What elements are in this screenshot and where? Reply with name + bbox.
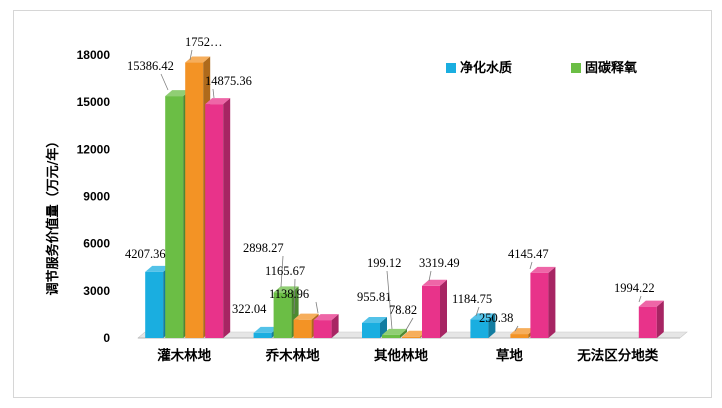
legend-label: 固碳释氧 (585, 60, 637, 76)
bar-2-3 (422, 285, 440, 338)
bar-top-4-3 (638, 300, 664, 307)
label-leader (514, 325, 519, 332)
bar-side-2-3 (440, 279, 447, 338)
bar-3-3 (530, 272, 549, 338)
data-label-1-2: 1165.67 (265, 264, 305, 278)
data-label-1-1: 2898.27 (243, 241, 284, 255)
y-tick-label: 0 (103, 331, 110, 345)
y-tick-label: 18000 (77, 48, 111, 62)
x-category-label: 无法区分地类 (576, 347, 658, 364)
bar-top-0-1 (165, 90, 191, 97)
legend-label: 净化水质 (460, 60, 512, 76)
data-label-0-3: 14875.36 (205, 74, 252, 88)
bar-side-4-3 (656, 300, 664, 338)
label-leader (475, 306, 480, 317)
bar-1-1 (273, 292, 292, 338)
bar-top-2-3 (422, 279, 447, 286)
data-label-1-0: 322.04 (232, 302, 267, 316)
bar-top-3-2 (510, 328, 536, 335)
bar-0-0 (145, 271, 164, 338)
bar-side-1-3 (331, 314, 339, 338)
bar-top-1-0 (253, 326, 279, 333)
data-label-1-3: 1138.96 (269, 287, 309, 301)
bar-top-2-1 (382, 328, 407, 335)
label-leader (638, 295, 642, 303)
bar-top-3-3 (530, 266, 556, 273)
bar-1-3 (313, 320, 332, 338)
data-label-3-2: 250.38 (479, 311, 513, 325)
x-category-label: 乔木林地 (265, 347, 320, 364)
y-tick-label: 6000 (83, 237, 110, 251)
data-label-4-3: 1994.22 (614, 281, 655, 295)
bar-3-2 (510, 334, 529, 338)
bar-2-0 (362, 322, 380, 338)
data-label-2-0: 955.81 (357, 290, 391, 304)
bar-top-0-0 (145, 265, 171, 272)
label-leader (428, 270, 432, 282)
bar-top-2-2 (402, 330, 427, 337)
label-leader (315, 301, 319, 314)
label-leader (386, 270, 393, 330)
y-tick-label: 9000 (83, 190, 110, 204)
data-label-3-3: 4145.47 (508, 247, 549, 261)
legend-swatch (571, 63, 581, 73)
data-label-2-1: 199.12 (367, 256, 401, 270)
label-leader (405, 317, 414, 331)
bar-side-2-1 (400, 328, 407, 338)
label-leader (280, 255, 284, 288)
label-leader (529, 261, 533, 270)
bar-top-1-2 (293, 313, 319, 320)
label-leader (160, 73, 169, 91)
bar-top-1-1 (273, 286, 299, 293)
bar-4-3 (638, 306, 657, 338)
label-leader (189, 49, 193, 61)
x-category-label: 其他林地 (374, 347, 428, 364)
label-leader (212, 88, 215, 99)
y-tick-label: 12000 (77, 142, 111, 156)
y-tick-label: 15000 (77, 95, 111, 109)
y-axis-title: 调节服务价值量（万元/年） (45, 135, 61, 296)
data-label-0-1: 15386.42 (127, 59, 174, 73)
data-label-0-2: 1752… (185, 35, 223, 49)
bar-0-1 (165, 96, 184, 339)
data-label-3-0: 1184.75 (452, 292, 492, 306)
bar-2-1 (382, 334, 400, 338)
bar-3-0 (470, 319, 489, 338)
x-category-label: 草地 (496, 347, 523, 364)
bar-1-0 (253, 332, 272, 338)
legend-swatch (446, 63, 456, 73)
bar-top-1-3 (313, 314, 339, 321)
data-label-2-3: 3319.49 (419, 256, 460, 270)
bar-0-3 (205, 104, 224, 338)
bar-top-0-2 (185, 56, 211, 63)
label-leader (293, 278, 296, 315)
data-label-2-2: 78.82 (389, 303, 417, 317)
bar-side-3-3 (548, 266, 556, 338)
bar-side-0-3 (223, 98, 231, 338)
bar-top-2-0 (362, 316, 387, 323)
bar-1-2 (293, 319, 312, 338)
x-category-label: 灌木林地 (157, 347, 211, 364)
bar-top-0-3 (205, 98, 231, 105)
bar-side-3-0 (488, 313, 496, 338)
bar-2-2 (402, 336, 420, 338)
data-label-0-0: 4207.36 (125, 247, 166, 261)
y-tick-label: 3000 (83, 284, 110, 298)
bar-0-2 (185, 62, 204, 339)
